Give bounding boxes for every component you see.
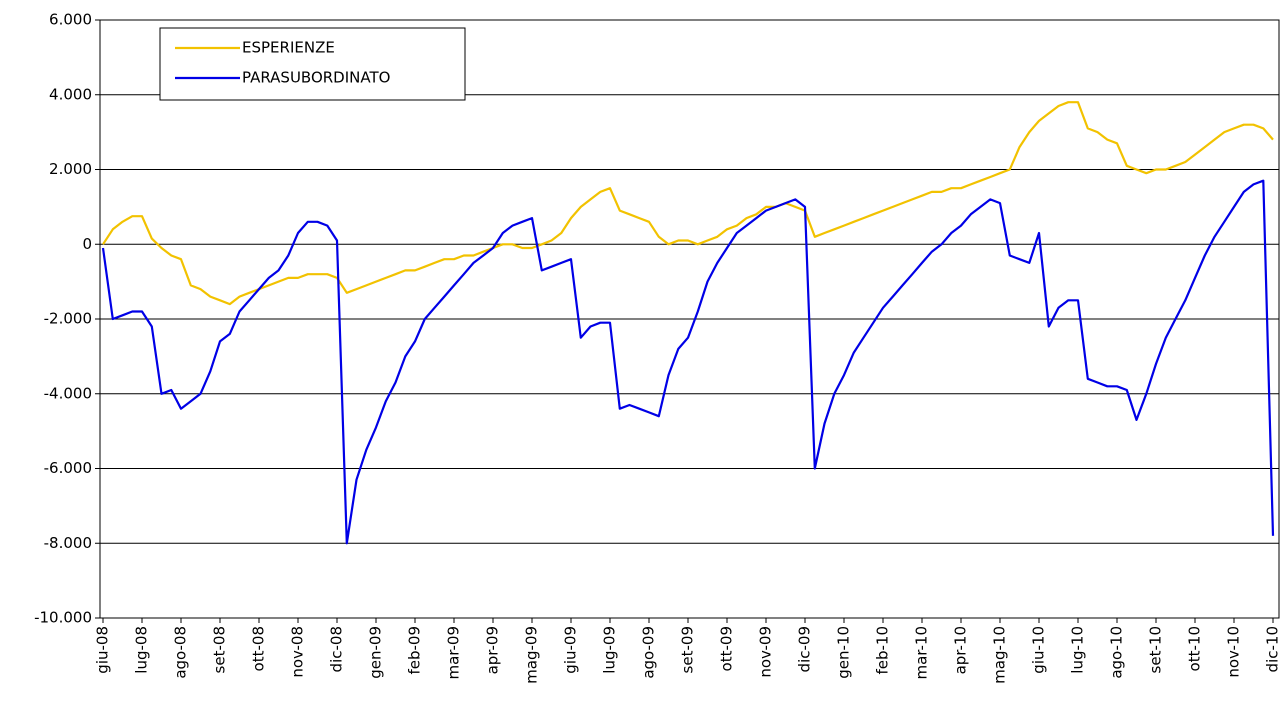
x-tick-label: ago-10 <box>1108 626 1126 679</box>
x-tick-label: feb-10 <box>874 626 892 675</box>
x-tick-label: nov-09 <box>757 626 775 678</box>
x-tick-label: ott-09 <box>718 626 736 671</box>
y-tick-label: -4.000 <box>44 384 92 402</box>
y-tick-label: -10.000 <box>34 609 92 627</box>
x-tick-label: ago-09 <box>640 626 658 679</box>
x-tick-label: mar-09 <box>445 626 463 680</box>
series-line <box>102 101 1274 306</box>
plot-border <box>99 19 1280 619</box>
y-tick-label: -6.000 <box>44 459 92 477</box>
x-tick-label: giu-08 <box>94 626 112 674</box>
x-tick-label: nov-10 <box>1225 626 1243 678</box>
x-tick-label: dic-08 <box>328 626 346 672</box>
x-tick-label: lug-09 <box>601 626 619 674</box>
x-tick-label: ott-08 <box>250 626 268 671</box>
legend-label: PARASUBORDINATO <box>242 69 390 87</box>
y-tick-label: 2.000 <box>49 160 92 178</box>
x-tick-label: giu-09 <box>562 626 580 674</box>
y-tick-label: -8.000 <box>44 534 92 552</box>
x-tick-label: mar-10 <box>913 626 931 680</box>
x-tick-label: set-08 <box>211 626 229 673</box>
x-tick-label: set-10 <box>1147 626 1165 673</box>
y-tick-label: -2.000 <box>44 310 92 328</box>
x-tick-label: lug-10 <box>1069 626 1087 674</box>
x-tick-label: apr-09 <box>484 626 502 674</box>
x-tick-label: mag-10 <box>991 626 1009 684</box>
x-tick-label: ott-10 <box>1186 626 1204 671</box>
legend-label: ESPERIENZE <box>242 39 335 57</box>
x-tick-label: ago-08 <box>172 626 190 679</box>
x-tick-label: nov-08 <box>289 626 307 678</box>
x-tick-label: gen-10 <box>835 626 853 679</box>
series-line <box>101 179 1275 545</box>
x-tick-label: feb-09 <box>406 626 424 675</box>
x-tick-label: giu-10 <box>1030 626 1048 674</box>
x-tick-label: mag-09 <box>523 626 541 684</box>
x-tick-label: lug-08 <box>133 626 151 674</box>
x-tick-label: apr-10 <box>952 626 970 674</box>
y-tick-label: 4.000 <box>49 85 92 103</box>
y-tick-label: 0 <box>82 235 92 253</box>
y-tick-label: 6.000 <box>49 11 92 29</box>
x-tick-label: dic-09 <box>796 626 814 672</box>
x-tick-label: gen-09 <box>367 626 385 679</box>
x-tick-label: set-09 <box>679 626 697 673</box>
legend-box <box>159 27 466 101</box>
x-tick-label: dic-10 <box>1264 626 1282 672</box>
